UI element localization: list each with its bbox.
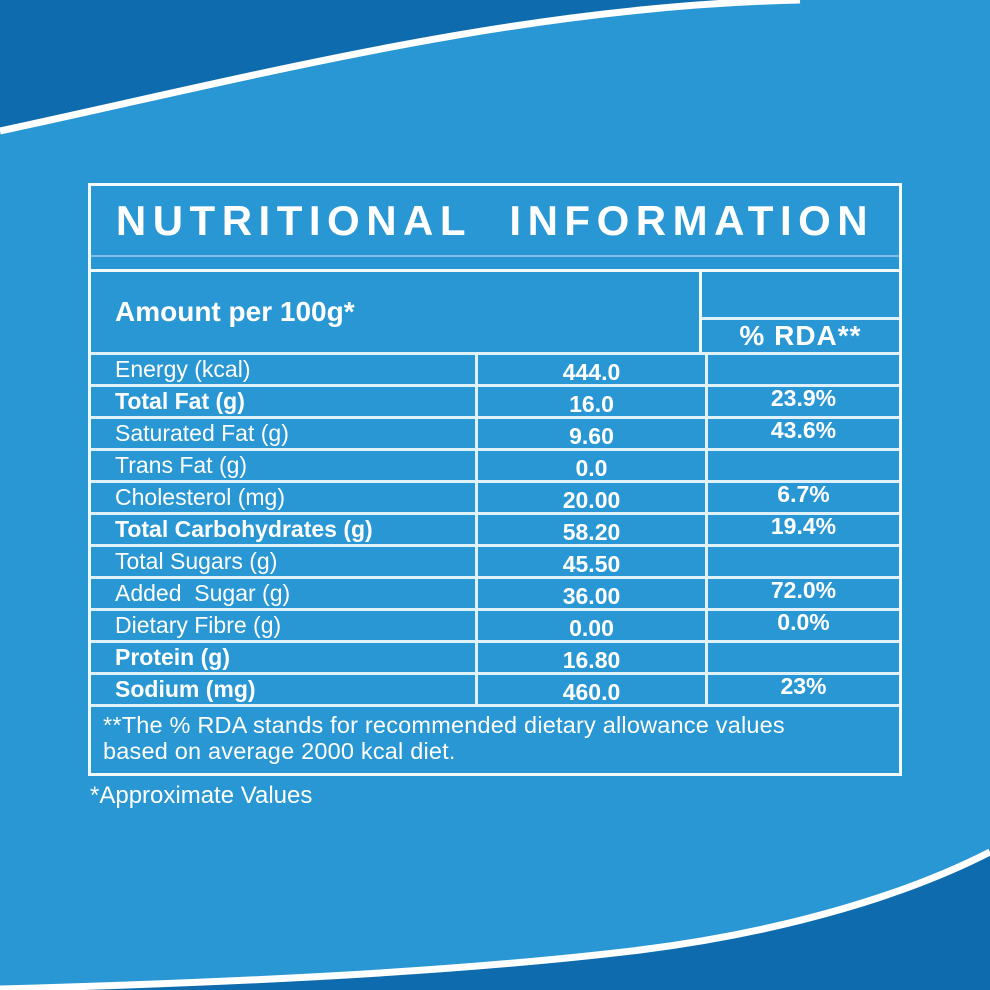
bottom-dark-corner-shape <box>0 852 990 990</box>
nutrient-value: 58.20 <box>475 515 705 544</box>
nutrient-rda <box>705 547 899 576</box>
nutrient-name: Sodium (mg) <box>115 676 256 702</box>
nutrient-name: Energy (kcal) <box>115 356 251 382</box>
nutrient-rda: 43.6% <box>705 419 899 448</box>
nutrient-value: 0.00 <box>475 611 705 640</box>
nutrient-row: Saturated Fat (g) 9.60 43.6% <box>91 416 899 448</box>
nutrient-value: 16.80 <box>475 643 705 672</box>
amount-per-100g-header: Amount per 100g* <box>115 296 355 327</box>
rda-footnote-line-2: based on average 2000 kcal diet. <box>103 738 456 764</box>
nutrient-row: Cholesterol (mg) 20.00 6.7% <box>91 480 899 512</box>
nutrient-row: Total Fat (g) 16.0 23.9% <box>91 384 899 416</box>
top-white-curve <box>0 0 801 135</box>
rda-footnote: **The % RDA stands for recommended dieta… <box>91 704 899 773</box>
nutrient-name: Added Sugar (g) <box>115 580 291 606</box>
nutrient-value: 20.00 <box>475 483 705 512</box>
rda-footnote-line-1: **The % RDA stands for recommended dieta… <box>103 712 785 738</box>
nutrient-rda: 72.0% <box>705 579 899 608</box>
nutrient-row: Protein (g) 16.80 <box>91 640 899 672</box>
top-dark-corner-shape <box>0 0 800 131</box>
nutrient-rda <box>705 451 899 480</box>
nutrient-rda: 23.9% <box>705 387 899 416</box>
nutrient-rda <box>705 355 899 384</box>
nutrient-name: Dietary Fibre (g) <box>115 612 282 638</box>
nutrient-name: Total Carbohydrates (g) <box>115 516 373 542</box>
bottom-white-curve <box>0 848 990 990</box>
nutrient-value: 16.0 <box>475 387 705 416</box>
nutrient-value: 45.50 <box>475 547 705 576</box>
nutrition-table: NUTRITIONAL INFORMATION Amount per 100g*… <box>88 183 902 776</box>
rda-header-empty-cell <box>702 272 899 320</box>
nutrient-row: Energy (kcal) 444.0 <box>91 352 899 384</box>
nutrient-name: Total Fat (g) <box>115 388 245 414</box>
approximate-values-note: *Approximate Values <box>90 782 313 809</box>
nutrient-row: Total Sugars (g) 45.50 <box>91 544 899 576</box>
nutrient-row: Dietary Fibre (g) 0.00 0.0% <box>91 608 899 640</box>
table-header-row: Amount per 100g* % RDA** <box>91 269 899 352</box>
nutrient-rows: Energy (kcal) 444.0 Total Fat (g) 16.0 23.9%… <box>91 352 899 704</box>
nutrient-name: Cholesterol (mg) <box>115 484 285 510</box>
nutrient-row: Total Carbohydrates (g) 58.20 19.4% <box>91 512 899 544</box>
nutrient-name: Total Sugars (g) <box>115 548 278 574</box>
nutrient-name: Trans Fat (g) <box>115 452 248 478</box>
nutrient-name: Protein (g) <box>115 644 230 670</box>
nutrient-rda: 0.0% <box>705 611 899 640</box>
rda-header-label: % RDA** <box>739 320 862 351</box>
table-title: NUTRITIONAL INFORMATION <box>91 186 899 257</box>
nutrient-rda: 19.4% <box>705 515 899 544</box>
nutrient-value: 0.0 <box>475 451 705 480</box>
nutrient-value: 9.60 <box>475 419 705 448</box>
nutrient-rda: 6.7% <box>705 483 899 512</box>
nutrient-rda: 23% <box>705 675 899 704</box>
nutrient-rda <box>705 643 899 672</box>
nutrient-row: Added Sugar (g) 36.00 72.0% <box>91 576 899 608</box>
nutrient-value: 444.0 <box>475 355 705 384</box>
nutrient-row: Trans Fat (g) 0.0 <box>91 448 899 480</box>
nutrient-row: Sodium (mg) 460.0 23% <box>91 672 899 704</box>
nutrient-name: Saturated Fat (g) <box>115 420 289 446</box>
nutrient-value: 460.0 <box>475 675 705 704</box>
nutrient-value: 36.00 <box>475 579 705 608</box>
rda-header-column: % RDA** <box>699 272 899 352</box>
